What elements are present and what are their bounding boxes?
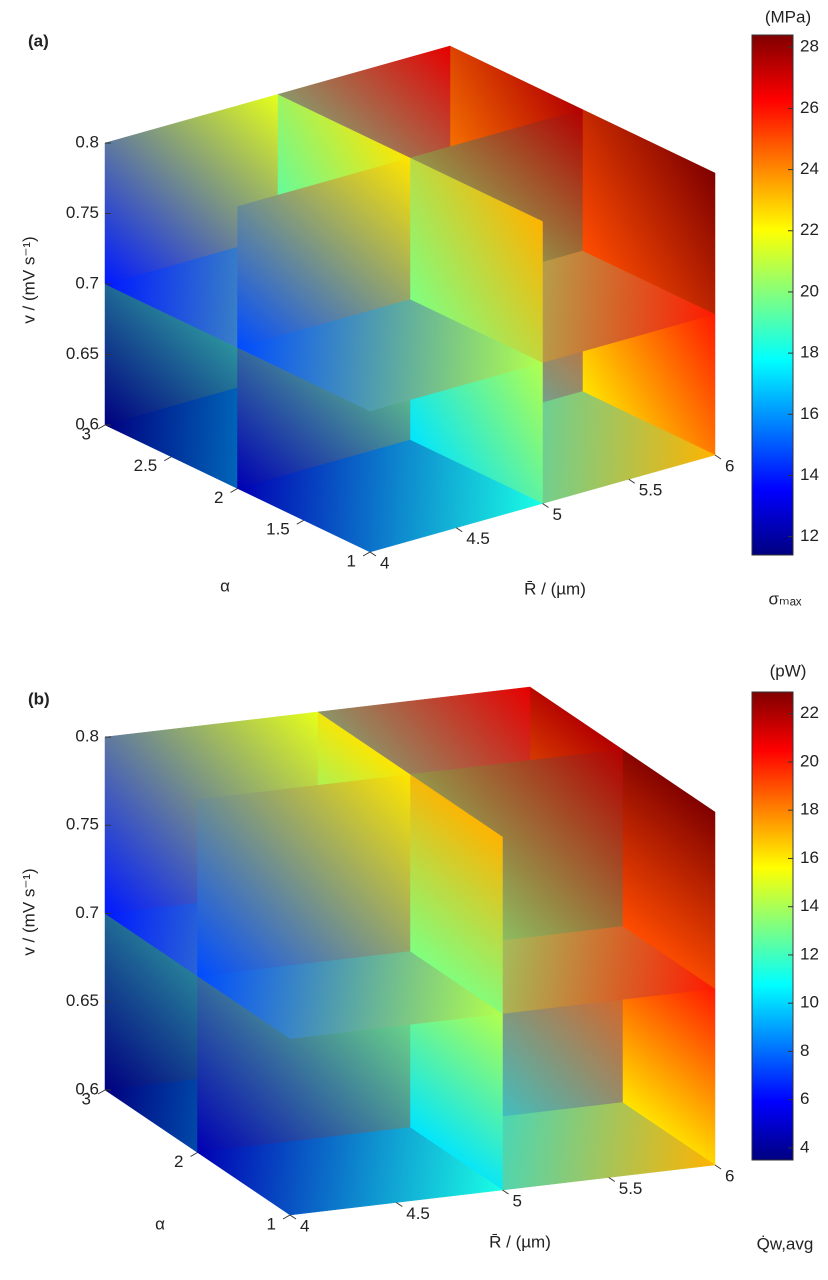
colorbar-tick-label: 4	[800, 1137, 809, 1156]
colorbar-tick-label: 14	[800, 465, 819, 484]
y-axis-title: α	[220, 576, 230, 595]
x-tick	[608, 1177, 616, 1182]
panel-label: (a)	[28, 31, 49, 50]
y-axis-title: α	[155, 1214, 165, 1233]
x-axis-title: R̄ / (µm)	[489, 1232, 551, 1251]
z-tick-label: 0.8	[75, 132, 99, 151]
y-tick-label: 2.5	[134, 456, 158, 475]
y-tick	[362, 551, 371, 557]
colorbar-tick-label: 24	[800, 159, 819, 178]
z-axis-title: v / (mV s⁻¹)	[19, 868, 38, 955]
colorbar-tick-label: 16	[800, 848, 819, 867]
x-tick	[455, 527, 463, 533]
slice-face	[196, 1127, 504, 1216]
x-tick	[542, 503, 549, 508]
colorbar-label: σₘₐₓ	[769, 589, 802, 608]
colorbar-tick-label: 28	[800, 37, 819, 56]
x-tick	[289, 1214, 297, 1220]
y-tick	[230, 488, 238, 493]
x-tick-label: 6	[725, 456, 734, 475]
colorbar-tick-label: 20	[800, 281, 819, 300]
z-axis-title: v / (mV s⁻¹)	[19, 236, 38, 323]
x-tick-label: 5	[513, 1191, 522, 1210]
z-tick-label: 0.65	[66, 991, 99, 1010]
colorbar	[751, 34, 794, 556]
slice-face	[104, 94, 278, 285]
colorbar-unit: (MPa)	[765, 7, 811, 26]
slice-face	[237, 157, 411, 348]
colorbar-tick-label: 26	[800, 98, 819, 117]
slice-face	[197, 774, 411, 977]
colorbar-tick-label: 6	[800, 1089, 809, 1108]
y-tick-label: 2	[174, 1152, 183, 1171]
colorbar-tick-label: 12	[800, 944, 819, 963]
y-tick-label: 3	[82, 1089, 91, 1108]
x-tick-label: 4	[380, 553, 389, 572]
y-tick	[97, 424, 106, 430]
y-tick-label: 3	[82, 424, 91, 443]
y-tick-label: 1	[267, 1214, 276, 1233]
z-tick-label: 0.7	[75, 273, 99, 292]
x-tick	[714, 454, 722, 460]
x-tick	[502, 1189, 509, 1195]
x-tick-label: 4.5	[406, 1204, 430, 1223]
colorbar-tick-label: 18	[800, 800, 819, 819]
z-tick-label: 0.6	[75, 414, 99, 433]
y-tick-label: 2	[214, 488, 223, 507]
x-tick	[395, 1202, 403, 1207]
colorbar-tick-label: 20	[800, 751, 819, 770]
colorbar	[751, 691, 794, 1161]
y-tick	[164, 456, 172, 462]
colorbar-tick-label: 22	[800, 703, 819, 722]
colorbar-unit: (pW)	[770, 661, 807, 680]
colorbar-tick-label: 16	[800, 404, 819, 423]
colorbar-label: Q̇w,avg	[757, 1234, 814, 1253]
colorbar-tick-label: 14	[800, 896, 819, 915]
colorbar-tick-label: 22	[800, 220, 819, 239]
x-tick	[714, 1164, 722, 1170]
colorbar-tick-label: 12	[800, 526, 819, 545]
y-tick	[190, 1152, 198, 1157]
x-tick-label: 6	[725, 1166, 734, 1185]
z-tick-label: 0.75	[66, 815, 99, 834]
slice-face	[236, 439, 544, 553]
z-tick-label: 0.7	[75, 903, 99, 922]
x-tick	[628, 478, 636, 484]
panel-label: (b)	[28, 689, 50, 708]
colorbar-tick-label: 10	[800, 993, 819, 1012]
x-tick-label: 4.5	[466, 529, 490, 548]
z-tick-label: 0.75	[66, 203, 99, 222]
y-tick	[296, 519, 304, 525]
x-axis-title: R̄ / (µm)	[524, 579, 586, 598]
y-tick-label: 1	[347, 551, 356, 570]
x-tick-label: 4	[300, 1216, 309, 1235]
colorbar-tick-label: 18	[800, 343, 819, 362]
x-tick-label: 5	[553, 505, 562, 524]
x-tick-label: 5.5	[619, 1179, 643, 1198]
colorbar-tick-label: 8	[800, 1041, 809, 1060]
z-tick-label: 0.6	[75, 1079, 99, 1098]
y-tick-label: 1.5	[266, 520, 290, 539]
y-tick	[282, 1214, 291, 1220]
z-tick-label: 0.65	[66, 344, 99, 363]
x-tick	[369, 551, 377, 557]
y-tick	[97, 1089, 106, 1095]
z-tick-label: 0.8	[75, 726, 99, 745]
x-tick-label: 5.5	[639, 481, 663, 500]
